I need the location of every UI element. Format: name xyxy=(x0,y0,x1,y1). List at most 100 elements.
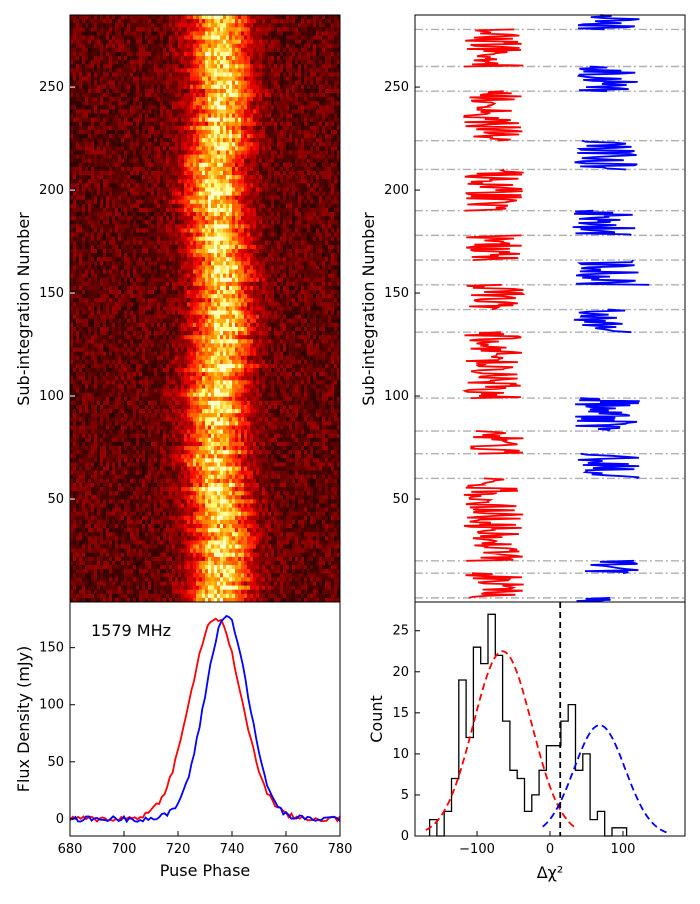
heatmap-cell xyxy=(169,109,173,114)
heatmap-cell xyxy=(253,236,257,242)
heatmap-cell xyxy=(319,216,323,221)
heatmap-cell xyxy=(235,113,239,119)
heatmap-cell xyxy=(298,47,302,53)
heatmap-cell xyxy=(115,47,119,53)
heatmap-cell xyxy=(157,212,161,217)
heatmap-cell xyxy=(313,175,317,180)
heatmap-cell xyxy=(286,19,290,24)
heatmap-cell xyxy=(289,175,293,180)
heatmap-cell xyxy=(298,183,302,188)
heatmap-cell xyxy=(196,88,200,94)
heatmap-cell xyxy=(271,129,275,135)
heatmap-cell xyxy=(319,150,323,155)
heatmap-cell xyxy=(145,199,149,205)
heatmap-cell xyxy=(232,47,236,53)
heatmap-cell xyxy=(190,142,194,147)
heatmap-cell xyxy=(70,39,74,45)
heatmap-cell xyxy=(241,35,245,41)
heatmap-cell xyxy=(277,39,281,45)
heatmap-cell xyxy=(256,15,260,20)
heatmap-cell xyxy=(238,80,242,86)
heatmap-cell xyxy=(283,72,287,77)
heatmap-cell xyxy=(244,228,248,233)
heatmap-cell xyxy=(280,35,284,41)
heatmap-cell xyxy=(184,31,188,36)
heatmap-cell xyxy=(193,35,197,41)
heatmap-cell xyxy=(256,138,260,143)
heatmap-cell xyxy=(157,39,161,45)
heatmap-cell xyxy=(124,212,128,217)
heatmap-cell xyxy=(112,158,116,164)
heatmap-cell xyxy=(298,92,302,98)
heatmap-cell xyxy=(157,19,161,24)
heatmap-cell xyxy=(106,236,110,242)
heatmap-cell xyxy=(79,158,83,164)
heatmap-cell xyxy=(187,134,191,139)
heatmap-cell xyxy=(142,216,146,221)
heatmap-cell xyxy=(235,138,239,143)
heatmap-cell xyxy=(154,76,158,82)
heatmap-cell xyxy=(337,76,341,82)
heatmap-cell xyxy=(94,80,98,86)
heatmap-cell xyxy=(112,31,116,36)
heatmap-cell xyxy=(238,101,242,106)
heatmap-cell xyxy=(100,76,104,82)
heatmap-cell xyxy=(121,216,125,221)
heatmap-cell xyxy=(241,158,245,164)
heatmap-cell xyxy=(127,47,131,53)
heatmap-cell xyxy=(334,216,338,221)
heatmap-cell xyxy=(211,39,215,45)
heatmap-cell xyxy=(118,162,122,168)
heatmap-cell xyxy=(334,76,338,82)
heatmap-cell xyxy=(232,146,236,151)
heatmap-cell xyxy=(286,199,290,205)
heatmap-cell xyxy=(193,125,197,131)
heatmap-cell xyxy=(253,158,257,164)
heatmap-cell xyxy=(193,162,197,168)
heatmap-cell xyxy=(331,80,335,86)
heatmap-cell xyxy=(121,31,125,36)
heatmap-cell xyxy=(109,236,113,242)
heatmap-cell xyxy=(214,88,218,94)
heatmap-cell xyxy=(178,240,182,246)
heatmap-cell xyxy=(313,56,317,61)
heatmap-cell xyxy=(166,216,170,221)
heatmap-cell xyxy=(79,19,83,24)
heatmap-cell xyxy=(139,105,143,110)
heatmap-cell xyxy=(292,35,296,41)
heatmap-cell xyxy=(166,129,170,135)
heatmap-cell xyxy=(133,97,137,102)
heatmap-cell xyxy=(277,150,281,155)
heatmap-cell xyxy=(142,195,146,201)
heatmap-cell xyxy=(172,92,176,98)
heatmap-cell xyxy=(136,109,140,114)
heatmap-cell xyxy=(205,179,209,184)
heatmap-cell xyxy=(184,80,188,86)
heatmap-cell xyxy=(262,27,266,32)
heatmap-cell xyxy=(235,154,239,160)
heatmap-cell xyxy=(178,60,182,65)
heatmap-cell xyxy=(172,64,176,69)
heatmap-cell xyxy=(328,121,332,127)
heatmap-cell xyxy=(280,31,284,36)
heatmap-cell xyxy=(319,56,323,61)
heatmap-cell xyxy=(202,220,206,225)
heatmap-cell xyxy=(97,101,101,106)
heatmap-cell xyxy=(97,134,101,139)
heatmap-cell xyxy=(319,187,323,192)
heatmap-cell xyxy=(214,170,218,176)
heatmap-cell xyxy=(295,117,299,123)
heatmap-cell xyxy=(220,228,224,233)
heatmap-cell xyxy=(280,60,284,65)
heatmap-cell xyxy=(208,51,212,57)
heatmap-cell xyxy=(325,207,329,213)
heatmap-cell xyxy=(331,154,335,160)
heatmap-cell xyxy=(229,150,233,155)
heatmap-cell xyxy=(316,142,320,147)
heatmap-cell xyxy=(238,84,242,90)
heatmap-cell xyxy=(259,23,263,28)
heatmap-cell xyxy=(259,64,263,69)
heatmap-cell xyxy=(187,27,191,32)
heatmap-cell xyxy=(304,35,308,41)
heatmap-cell xyxy=(202,207,206,213)
